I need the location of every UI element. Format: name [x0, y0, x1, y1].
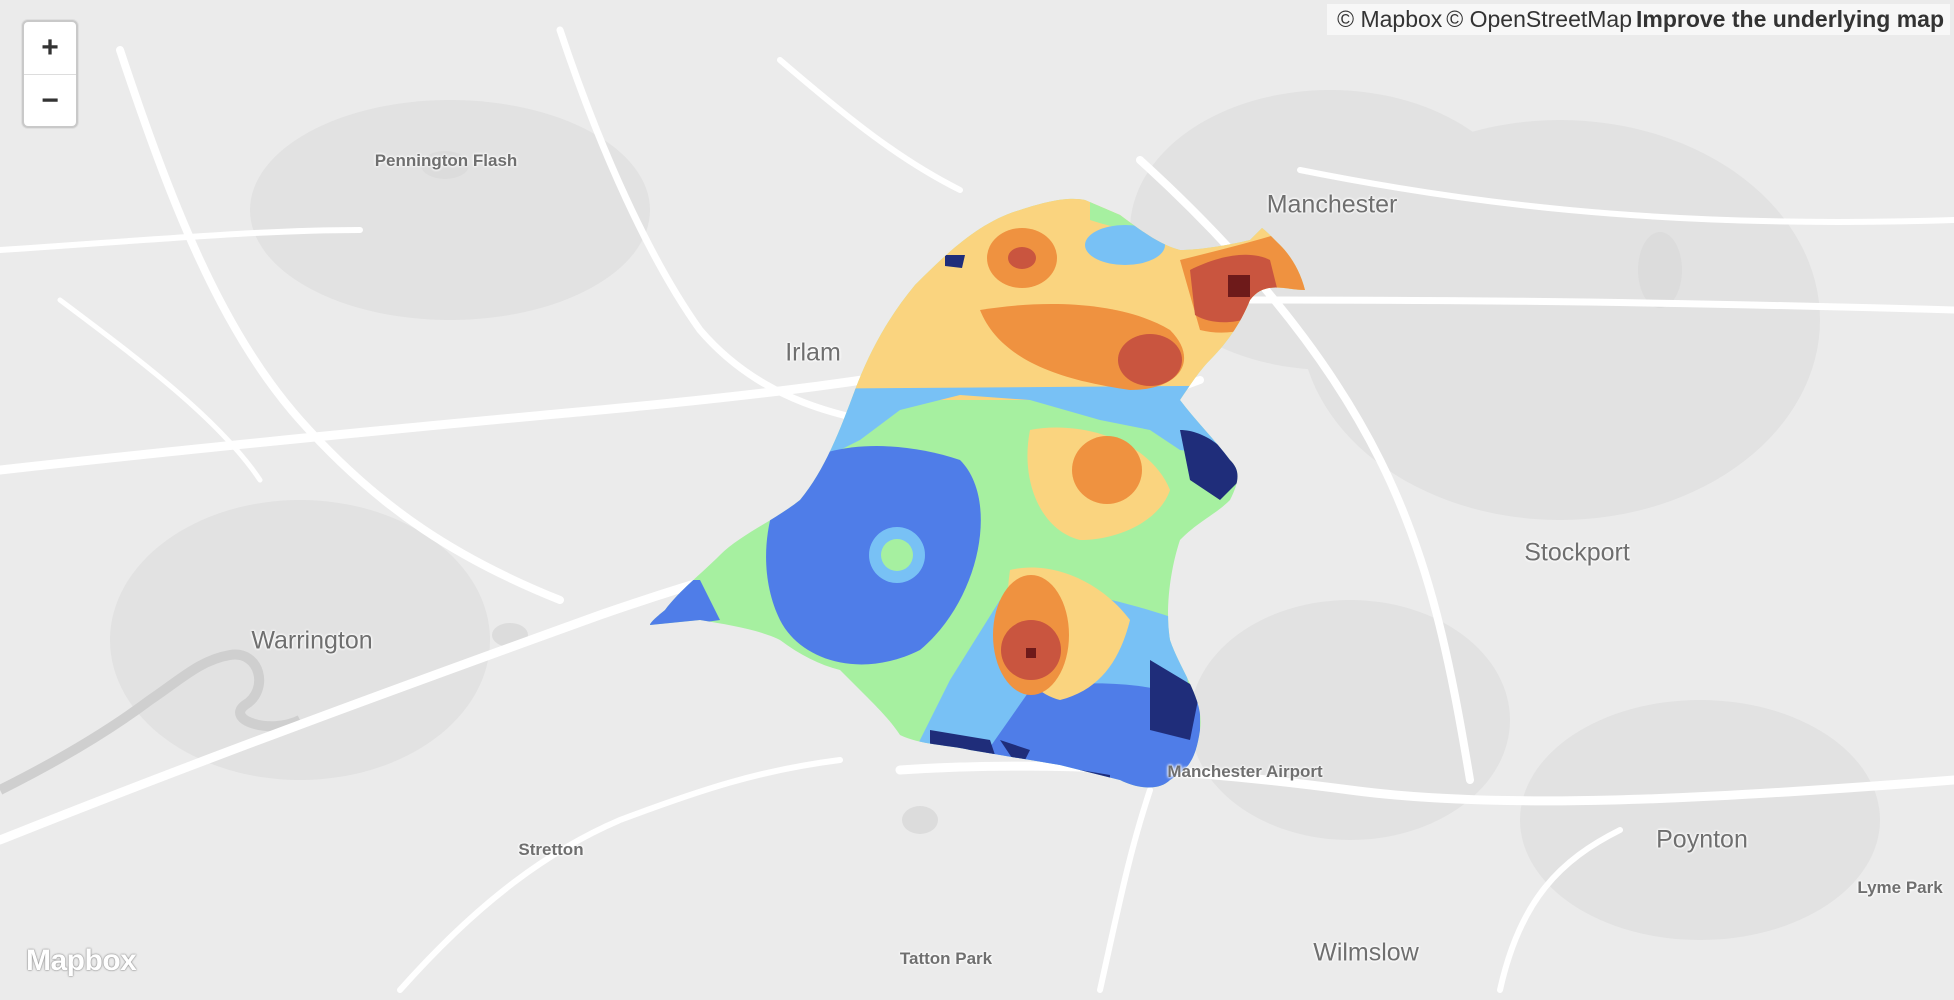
attribution-osm-link[interactable]: © OpenStreetMap — [1446, 6, 1632, 32]
place-label-tatton-park: Tatton Park — [899, 949, 993, 968]
mapbox-logo[interactable]: Mapbox — [26, 944, 137, 977]
place-label-stretton: Stretton — [518, 840, 584, 859]
place-label-poynton: Poynton — [1656, 825, 1748, 854]
place-label-irlam: Irlam — [785, 338, 841, 367]
place-label-manchester-airport: Manchester Airport — [1167, 762, 1323, 781]
place-label-lyme-park: Lyme Park — [1857, 878, 1943, 897]
zoom-in-button[interactable]: + — [41, 31, 59, 64]
improve-map-link[interactable]: Improve the underlying map — [1636, 6, 1944, 32]
place-label-warrington: Warrington — [251, 626, 373, 655]
zoom-out-button[interactable]: − — [24, 74, 76, 126]
place-label-pennington-flash: Pennington Flash — [374, 151, 518, 170]
place-label-stockport: Stockport — [1524, 538, 1630, 567]
zoom-control: + − — [22, 20, 78, 128]
place-label-manchester: Manchester — [1266, 190, 1398, 219]
attribution-mapbox-link[interactable]: © Mapbox — [1337, 6, 1443, 32]
map-attribution: © Mapbox © OpenStreetMap Improve the under… — [1327, 4, 1950, 35]
place-label-wilmslow: Wilmslow — [1313, 938, 1419, 967]
